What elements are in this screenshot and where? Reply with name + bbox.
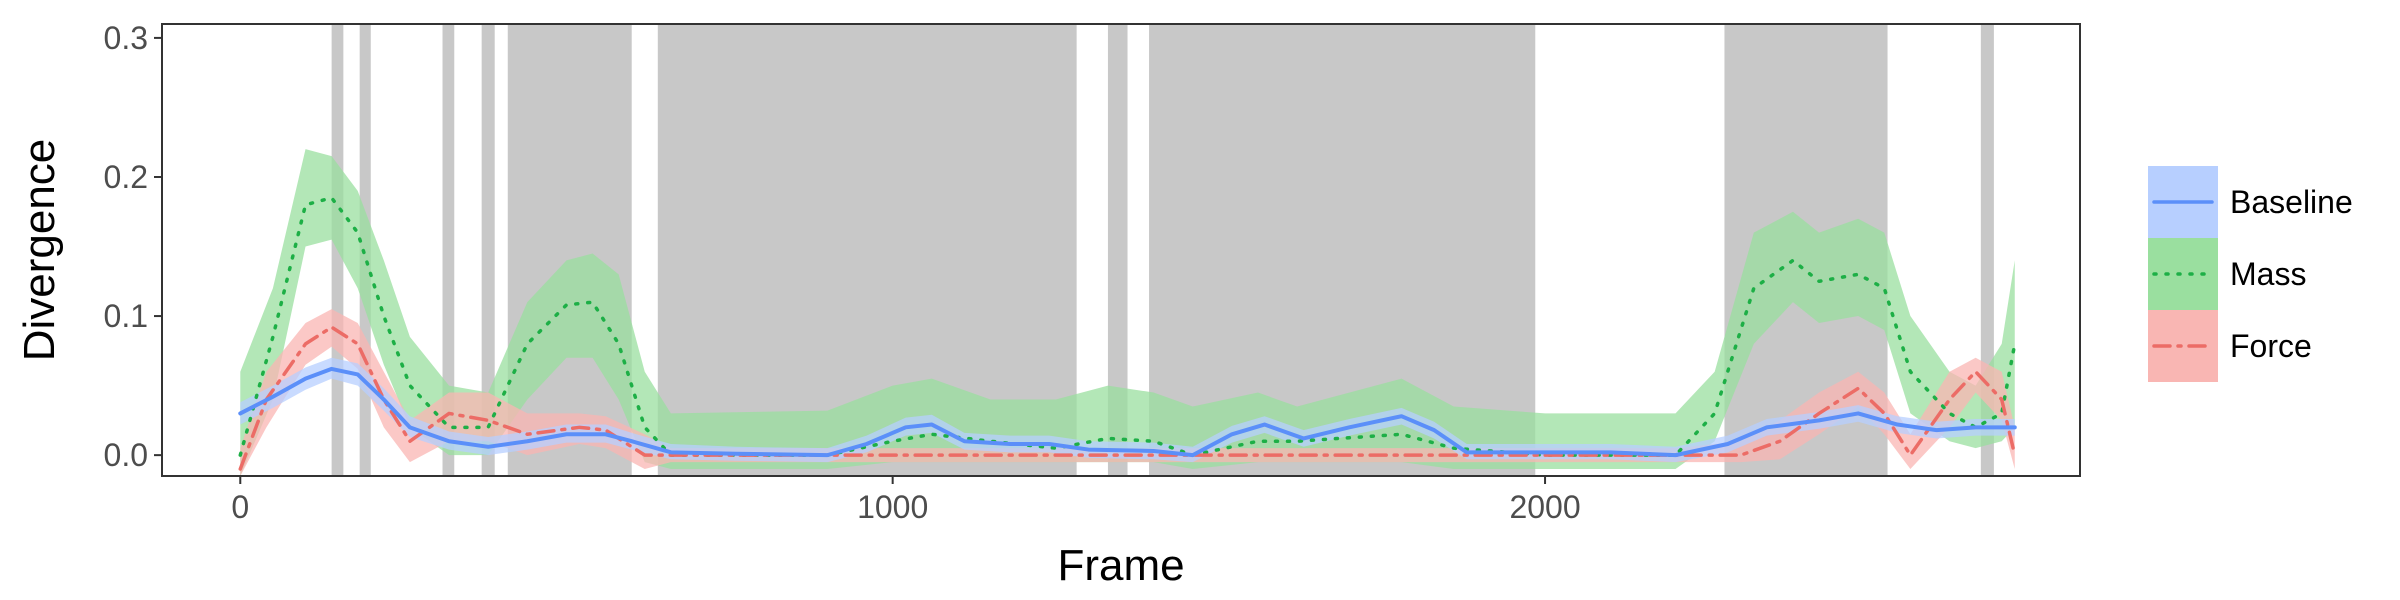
y-tick-label: 0.0: [104, 437, 148, 473]
ribbon-mass: [240, 149, 2015, 476]
y-axis: 0.0 0.1 0.2 0.3: [104, 20, 162, 473]
legend-label: Mass: [2230, 256, 2306, 292]
shaded-regions: [331, 24, 1994, 476]
x-tick-label: 0: [231, 489, 249, 525]
x-tick-label: 1000: [857, 489, 928, 525]
series-lines: [238, 196, 2017, 471]
x-tick-label: 2000: [1509, 489, 1580, 525]
y-tick-label: 0.1: [104, 298, 148, 334]
y-tick-label: 0.2: [104, 159, 148, 195]
legend-item-force: Force: [2148, 310, 2312, 382]
shaded-region: [1107, 24, 1128, 476]
shaded-region: [442, 24, 455, 476]
legend: Baseline Mass Force: [2148, 166, 2353, 382]
legend-item-baseline: Baseline: [2148, 166, 2353, 238]
y-tick-label: 0.3: [104, 20, 148, 56]
line-baseline: [238, 366, 2017, 458]
shaded-region: [507, 24, 632, 476]
y-axis-title: Divergence: [15, 139, 64, 362]
line-mass: [238, 196, 2017, 457]
legend-item-mass: Mass: [2148, 238, 2306, 310]
line-force: [238, 325, 2017, 471]
plot-panel-border: [161, 23, 2081, 477]
confidence-ribbons: [240, 149, 2015, 476]
x-axis-title: Frame: [1057, 541, 1184, 590]
shaded-region: [481, 24, 495, 476]
legend-label: Baseline: [2230, 184, 2353, 220]
legend-label: Force: [2230, 328, 2312, 364]
x-axis: 0 1000 2000: [231, 476, 1581, 525]
legend-key-fill: [2148, 238, 2218, 310]
